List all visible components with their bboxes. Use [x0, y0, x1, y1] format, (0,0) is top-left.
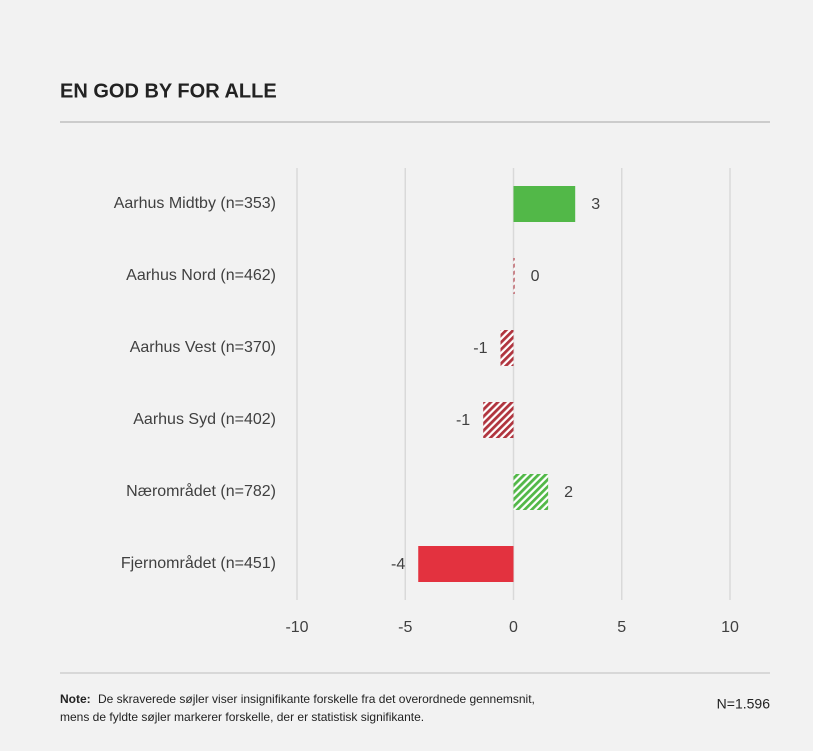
x-tick-label: 10 — [721, 619, 739, 636]
x-tick-label: -5 — [398, 619, 412, 636]
x-tick-label: 5 — [617, 619, 626, 636]
y-tick-label: Nærområdet (n=782) — [126, 482, 276, 500]
x-tick-label: -10 — [285, 619, 308, 636]
bar — [513, 258, 515, 294]
value-label: -1 — [456, 412, 470, 429]
value-label: 3 — [591, 196, 600, 213]
bar — [500, 330, 514, 366]
value-label: -1 — [473, 340, 487, 357]
y-tick-label: Fjernområdet (n=451) — [121, 554, 276, 572]
note-label: Note: — [60, 692, 91, 706]
bar — [513, 186, 576, 222]
value-label: 0 — [531, 268, 540, 285]
x-tick-label: 0 — [509, 619, 518, 636]
value-label: 2 — [564, 484, 573, 501]
y-tick-label: Aarhus Midtby (n=353) — [114, 195, 276, 212]
y-tick-label: Aarhus Syd (n=402) — [133, 411, 276, 428]
bar — [483, 402, 514, 438]
sample-size: N=1.596 — [717, 696, 771, 712]
note-text: De skraverede søjler viser insignifikant… — [98, 692, 535, 706]
value-label: -4 — [391, 556, 405, 573]
bar — [513, 474, 549, 510]
bar — [418, 546, 514, 582]
y-tick-label: Aarhus Nord (n=462) — [126, 267, 276, 284]
note-text: mens de fyldte søjler markerer forskelle… — [60, 710, 424, 724]
chart-title: EN GOD BY FOR ALLE — [60, 80, 277, 102]
y-tick-label: Aarhus Vest (n=370) — [130, 339, 276, 356]
